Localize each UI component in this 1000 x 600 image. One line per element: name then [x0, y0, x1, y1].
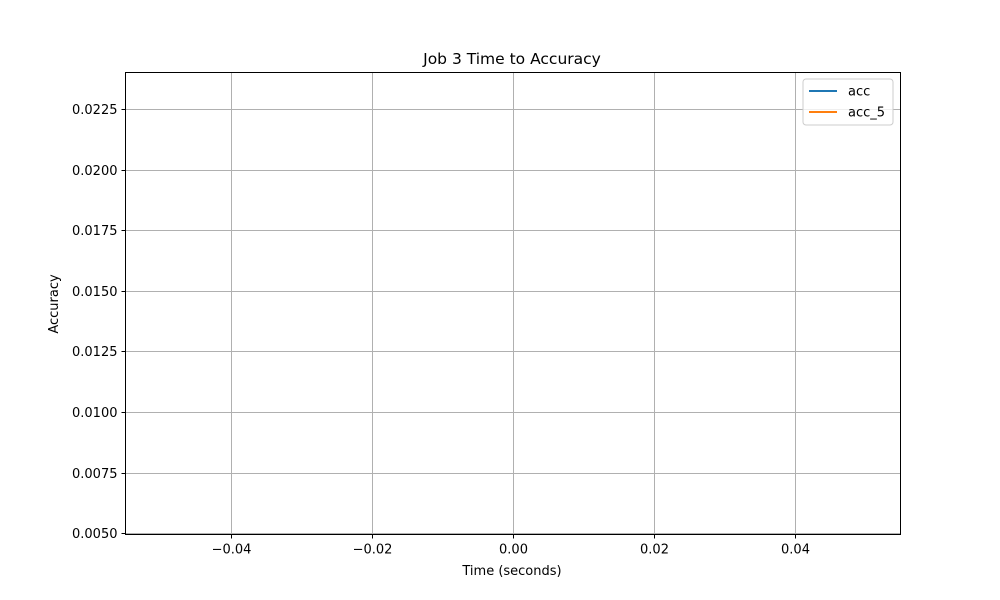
- y-axis-label: Accuracy: [47, 274, 62, 334]
- legend-label-acc: acc: [848, 85, 870, 100]
- chart-title: Job 3 Time to Accuracy: [422, 50, 601, 68]
- y-axis-ticks: 0.0050 0.0075 0.0100 0.0125 0.0150 0.0175 0.02…: [72, 103, 126, 542]
- y-tick-label: 0.0200: [72, 164, 118, 179]
- y-tick-label: 0.0075: [72, 467, 118, 482]
- y-tick-label: 0.0150: [72, 285, 118, 300]
- x-tick-label: −0.04: [212, 543, 252, 558]
- x-tick-label: 0.00: [499, 543, 528, 558]
- legend: acc acc_5: [802, 78, 894, 126]
- grid: [125, 72, 901, 535]
- x-tick-label: 0.04: [781, 543, 810, 558]
- x-tick-label: −0.02: [353, 543, 393, 558]
- y-tick-label: 0.0175: [72, 224, 118, 239]
- y-tick-label: 0.0125: [72, 345, 118, 360]
- x-axis-ticks: −0.04 −0.02 0.00 0.02 0.04: [212, 534, 810, 558]
- legend-items: acc acc_5: [809, 85, 885, 121]
- y-tick-label: 0.0050: [72, 527, 118, 542]
- y-tick-label: 0.0100: [72, 406, 118, 421]
- x-tick-label: 0.02: [640, 543, 669, 558]
- legend-label-acc_5: acc_5: [848, 106, 885, 121]
- y-tick-label: 0.0225: [72, 103, 118, 118]
- x-axis-label: Time (seconds): [461, 564, 561, 579]
